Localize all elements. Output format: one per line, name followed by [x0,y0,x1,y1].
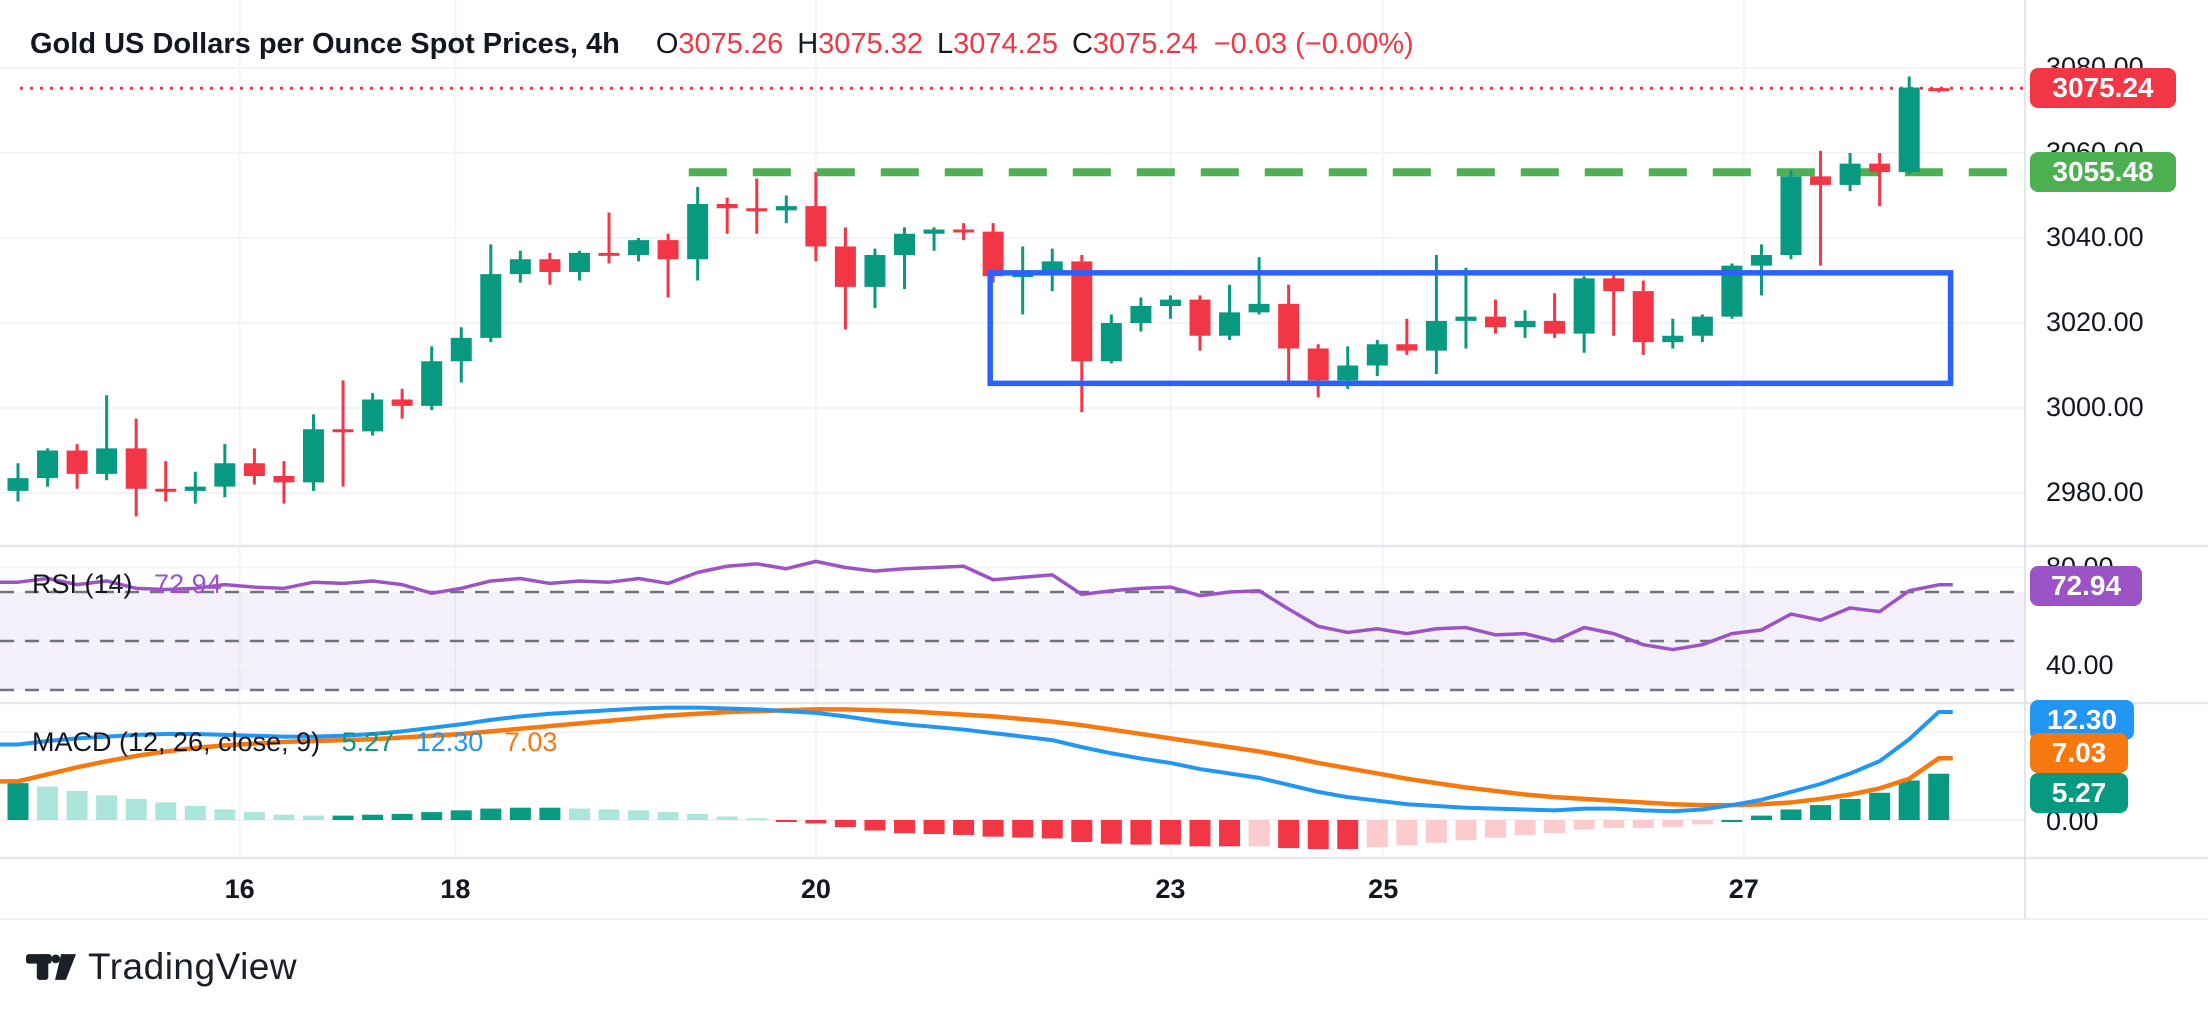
macd-hist-value: 5.27 [341,727,395,757]
macd-legend-label: MACD (12, 26, close, 9) [32,727,321,757]
histogram-value-badge: 5.27 [2030,773,2128,813]
high-label: H [797,28,819,60]
rsi-legend-label: RSI (14) [32,569,133,599]
macd-legend: MACD (12, 26, close, 9) 5.27 12.30 7.03 [32,727,557,758]
close-label: C [1071,28,1093,60]
resistance-price-badge: 3055.48 [2030,152,2176,193]
tradingview-logo-icon [26,954,76,980]
time-axis-label: 18 [440,874,471,904]
price-tick-label: 3040.00 [2046,222,2144,252]
rsi-legend-value: 72.94 [154,569,222,599]
change-value: −0.03 (−0.00%) [1213,28,1414,60]
time-axis-label: 20 [800,874,831,904]
macd-signal-value: 7.03 [504,727,558,757]
price-tick-label: 3020.00 [2046,307,2144,337]
open-value: 3075.26 [678,28,784,60]
rsi-legend: RSI (14) 72.94 [32,569,222,600]
symbol-title: Gold US Dollars per Ounce Spot Prices, 4… [30,28,620,60]
last-price-badge: 3075.24 [2030,68,2176,109]
tradingview-attribution[interactable]: TradingView [26,946,297,988]
high-value: 3075.32 [818,28,923,60]
rsi-tick-label: 40.00 [2046,649,2114,680]
symbol-legend: Gold US Dollars per Ounce Spot Prices, 4… [30,28,1414,61]
open-label: O [655,28,679,60]
time-axis-label: 16 [224,874,255,904]
tradingview-brand-text: TradingView [88,946,298,987]
time-scale[interactable] [0,858,2208,918]
price-tick-label: 2980.00 [2046,477,2144,507]
time-axis-label: 25 [1368,874,1399,904]
low-value: 3074.25 [953,28,1058,60]
macd-line-value: 12.30 [415,727,484,757]
price-tick-label: 3000.00 [2046,392,2144,422]
time-axis-label: 23 [1155,874,1186,904]
rsi-value-badge: 72.94 [2030,565,2142,606]
close-value: 3075.24 [1092,28,1198,60]
signal-value-badge: 7.03 [2030,733,2128,773]
low-label: L [937,28,954,60]
time-axis-label: 27 [1728,874,1759,904]
